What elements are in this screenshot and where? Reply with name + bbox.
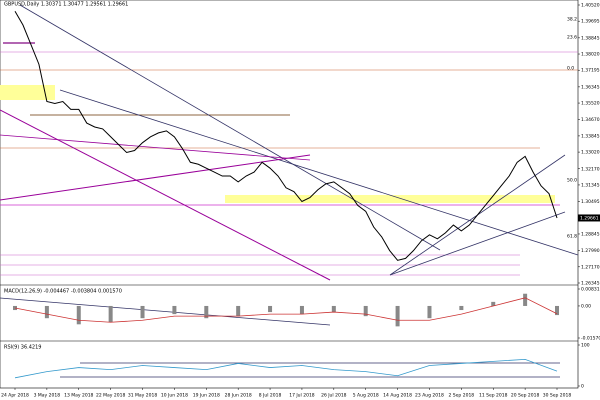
trend-line	[59, 89, 579, 256]
y-tick-label: 1.34670	[581, 117, 600, 123]
y-tick-label: 1.27990	[581, 248, 600, 254]
current-price-box	[578, 214, 600, 222]
price-line	[14, 11, 558, 261]
zone	[0, 85, 55, 100]
macd-bar	[523, 293, 528, 306]
y-tick-label: 1.33845	[581, 133, 600, 139]
macd-bar	[459, 305, 464, 311]
fib-label: 23.6	[567, 35, 577, 41]
y-tick-label: 100	[581, 343, 590, 349]
rsi-title: RSI(9) 36.4219	[4, 345, 41, 351]
trend-line	[19, 4, 441, 251]
x-tick-label: 14 Aug 2018	[383, 393, 412, 399]
trend-line	[0, 297, 331, 326]
macd-bar	[172, 305, 177, 315]
x-tick-label: 2 Sep 2018	[449, 393, 475, 399]
x-tick-label: 20 Sep 2018	[511, 393, 540, 399]
frame	[0, 0, 579, 389]
macd-title: MACD(12,26,9) -0.004467 -0.003804 0.0015…	[4, 289, 122, 295]
y-tick-label: 0	[581, 384, 584, 390]
macd-bar	[395, 305, 400, 327]
macd-bar	[363, 305, 368, 317]
x-tick-label: 3 May 2018	[34, 393, 61, 399]
y-tick-label: 1.35520	[581, 101, 600, 107]
macd-bar	[204, 305, 209, 319]
x-tick-label: 31 May 2018	[128, 393, 157, 399]
trend-line	[389, 211, 566, 276]
macd-bar	[108, 305, 113, 323]
trend-line	[0, 109, 331, 281]
x-tick-label: 26 Jul 2018	[321, 393, 347, 399]
macd-signal	[14, 297, 558, 323]
current-price: 1.29661	[580, 215, 599, 221]
y-tick-label: 1.26345	[581, 281, 600, 287]
x-tick-label: 5 Aug 2018	[353, 393, 379, 399]
y-tick-label: 1.28845	[581, 231, 600, 237]
y-tick-label: 0.00	[581, 303, 591, 309]
x-tick-label: 22 May 2018	[96, 393, 125, 399]
macd-bar	[140, 305, 145, 319]
y-tick-label: 1.33020	[581, 150, 600, 156]
macd-bar	[331, 305, 336, 313]
y-tick-label: 1.37195	[581, 68, 600, 74]
x-tick-label: 17 Jul 2018	[289, 393, 315, 399]
macd-bar	[44, 305, 49, 319]
x-tick-label: 8 Jul 2018	[259, 393, 282, 399]
y-tick-label: -0.015707	[581, 336, 600, 342]
y-tick-label: 1.38020	[581, 52, 600, 58]
macd-bar	[299, 305, 304, 315]
x-tick-label: 23 Aug 2018	[415, 393, 444, 399]
fib-label: 50.0	[567, 178, 577, 184]
x-tick-label: 24 Apr 2018	[1, 393, 29, 399]
x-tick-label: 28 Jun 2018	[225, 393, 252, 399]
fib-label: 38.2	[567, 17, 577, 23]
chart-title: GBPUSD,Daily 1.30371 1.30477 1.29561 1.2…	[4, 2, 128, 8]
y-tick-label: 0.008315	[581, 287, 600, 293]
trend-line	[0, 154, 311, 201]
x-tick-label: 30 Sep 2018	[543, 393, 572, 399]
fib-label: 61.8	[567, 234, 577, 240]
macd-bar	[76, 305, 81, 325]
macd-bar	[555, 305, 559, 316]
fib-label: 0.0	[567, 66, 574, 72]
macd-bar	[236, 305, 241, 317]
y-tick-label: 1.30495	[581, 199, 600, 205]
y-tick-label: 1.40520	[581, 3, 600, 9]
macd-bar	[268, 305, 273, 313]
y-tick-label: 1.38845	[581, 35, 600, 41]
x-tick-label: 10 Jun 2018	[161, 393, 188, 399]
rsi-line	[14, 358, 558, 379]
macd-bar	[491, 301, 496, 306]
zone	[225, 195, 555, 203]
x-tick-label: 19 Jun 2018	[193, 393, 220, 399]
x-tick-label: 11 Sep 2018	[479, 393, 508, 399]
y-tick-label: 1.27170	[581, 264, 600, 270]
y-tick-label: 1.39695	[581, 19, 600, 25]
y-tick-label: 1.36345	[581, 84, 600, 90]
trend-line	[0, 134, 311, 161]
y-tick-label: 1.32170	[581, 166, 600, 172]
macd-bar	[427, 305, 432, 319]
y-tick-label: 1.31345	[581, 182, 600, 188]
x-tick-label: 13 May 2018	[64, 393, 93, 399]
